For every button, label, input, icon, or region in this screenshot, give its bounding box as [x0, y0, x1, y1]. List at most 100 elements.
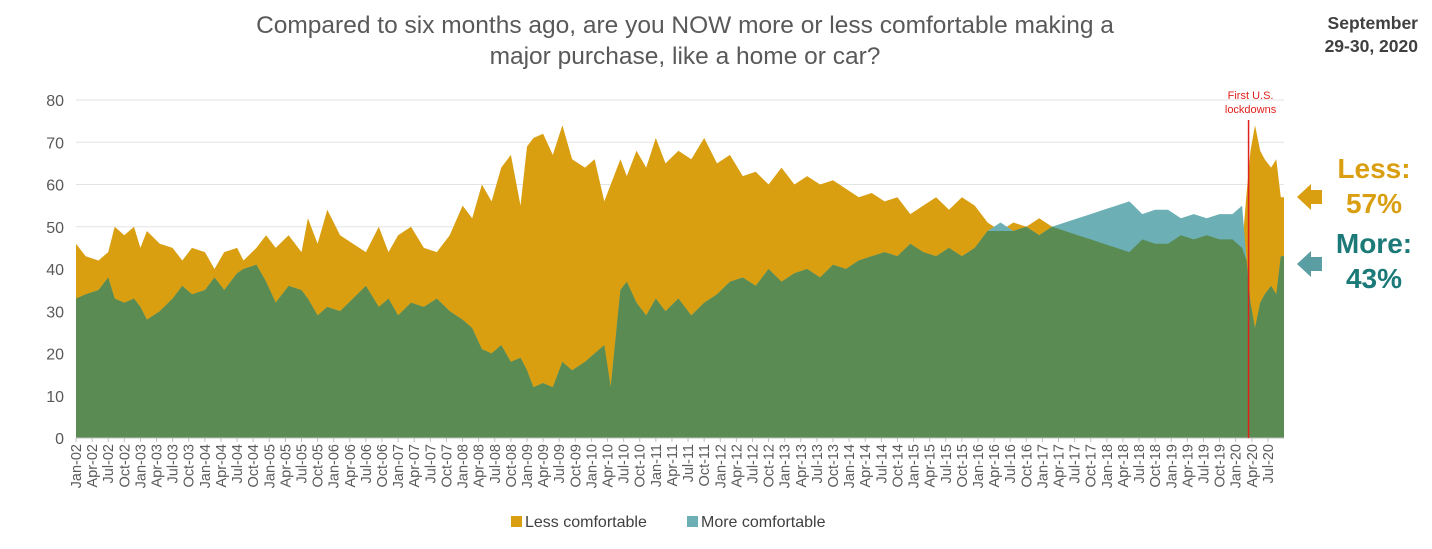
legend-label-more: More comfortable — [701, 514, 826, 531]
legend-label-less: Less comfortable — [525, 514, 647, 531]
x-tick-label: Jul-05 — [294, 444, 310, 484]
x-tick-label: Apr-06 — [343, 444, 359, 488]
x-tick-label: Oct-12 — [762, 444, 778, 488]
x-tick-label: Jul-07 — [423, 444, 439, 484]
x-tick-label: Jul-14 — [874, 444, 890, 484]
x-tick-label: Oct-02 — [117, 444, 133, 488]
y-tick-label: 40 — [46, 262, 64, 279]
x-tick-label: Apr-11 — [665, 444, 681, 486]
x-tick-label: Oct-16 — [1019, 444, 1035, 488]
x-tick-label: Jan-06 — [327, 444, 343, 488]
y-tick-label: 0 — [55, 431, 64, 448]
x-tick-label: Oct-11 — [697, 444, 713, 486]
x-tick-label: Jan-02 — [69, 444, 85, 488]
x-tick-label: Apr-15 — [923, 444, 939, 488]
x-tick-label: Apr-10 — [601, 444, 617, 488]
title-line-2: major purchase, like a home or car? — [489, 43, 881, 70]
x-tick-label: Apr-18 — [1116, 444, 1132, 488]
x-tick-label: Jan-18 — [1100, 444, 1116, 488]
more-callout: More: 43% — [1326, 226, 1422, 296]
legend-swatch-less — [511, 516, 522, 527]
x-tick-label: Jul-13 — [810, 444, 826, 484]
x-tick-label: Jan-12 — [713, 444, 729, 488]
x-tick-label: Jul-17 — [1068, 444, 1084, 484]
x-tick-label: Oct-06 — [375, 444, 391, 488]
x-tick-label: Oct-18 — [1148, 444, 1164, 488]
title-line-1: Compared to six months ago, are you NOW … — [256, 12, 1114, 39]
x-tick-label: Oct-03 — [182, 444, 198, 488]
y-tick-label: 70 — [46, 135, 64, 152]
more-arrow-icon — [1297, 251, 1322, 277]
x-tick-label: Jul-03 — [166, 444, 182, 484]
x-tick-label: Apr-19 — [1180, 444, 1196, 488]
x-tick-label: Jul-15 — [939, 444, 955, 484]
x-tick-label: Oct-09 — [568, 444, 584, 488]
x-tick-label: Apr-07 — [407, 444, 423, 488]
legend: Less comfortable More comfortable — [511, 514, 826, 531]
x-tick-label: Oct-19 — [1213, 444, 1229, 488]
x-tick-label: Jul-16 — [1003, 444, 1019, 484]
less-callout-label: Less: — [1337, 153, 1411, 184]
x-tick-label: Apr-04 — [214, 444, 230, 488]
x-tick-label: Apr-12 — [729, 444, 745, 488]
x-tick-label: Jul-10 — [617, 444, 633, 484]
area-layer — [76, 125, 1284, 439]
x-tick-label: Jan-07 — [391, 444, 407, 488]
x-tick-label: Apr-05 — [278, 444, 294, 488]
x-tick-label: Jul-12 — [745, 444, 761, 484]
y-tick-label: 80 — [46, 93, 64, 110]
x-tick-label: Jan-03 — [133, 444, 149, 488]
lockdown-label-line-2: lockdowns — [1225, 104, 1277, 116]
x-tick-label: Apr-16 — [987, 444, 1003, 488]
y-tick-label: 60 — [46, 178, 64, 195]
x-tick-label: Oct-15 — [955, 444, 971, 488]
lockdown-label-line-1: First U.S. — [1228, 90, 1274, 102]
survey-date-line-2: 29-30, 2020 — [1324, 36, 1418, 56]
x-tick-label: Jul-20 — [1261, 444, 1277, 484]
x-tick-label: Jul-04 — [230, 444, 246, 484]
x-tick-label: Jan-13 — [778, 444, 794, 488]
callout-arrows — [1297, 184, 1322, 277]
y-tick-label: 30 — [46, 304, 64, 321]
y-axis-ticks: 0 10 20 30 40 50 60 70 80 — [46, 93, 64, 448]
x-tick-label: Oct-07 — [439, 444, 455, 488]
x-tick-label: Jan-20 — [1229, 444, 1245, 488]
x-tick-label: Jul-08 — [488, 444, 504, 484]
overlap-area — [76, 226, 1284, 438]
x-tick-label: Jul-06 — [359, 444, 375, 484]
x-tick-label: Jan-19 — [1164, 444, 1180, 488]
x-tick-label: Oct-10 — [633, 444, 649, 488]
x-tick-label: Jul-02 — [101, 444, 117, 484]
x-tick-label: Apr-17 — [1052, 444, 1068, 488]
x-tick-label: Jan-14 — [842, 444, 858, 488]
lockdown-annotation: First U.S. lockdowns — [1225, 90, 1277, 438]
survey-date: September 29-30, 2020 — [1218, 12, 1418, 58]
x-tick-label: Oct-13 — [826, 444, 842, 488]
x-tick-label: Jan-10 — [584, 444, 600, 488]
x-tick-label: Jan-17 — [1035, 444, 1051, 488]
x-tick-label: Oct-05 — [311, 444, 327, 488]
survey-date-line-1: September — [1327, 13, 1418, 33]
x-tick-label: Jul-18 — [1132, 444, 1148, 484]
x-tick-label: Apr-08 — [472, 444, 488, 488]
y-tick-label: 10 — [46, 389, 64, 406]
x-tick-label: Jan-05 — [262, 444, 278, 488]
less-callout-value: 57% — [1345, 188, 1403, 219]
x-tick-label: Jan-11 — [649, 444, 665, 487]
x-tick-label: Apr-14 — [858, 444, 874, 488]
x-tick-label: Oct-17 — [1084, 444, 1100, 488]
x-tick-label: Oct-04 — [246, 444, 262, 488]
x-tick-label: Apr-09 — [536, 444, 552, 488]
x-tick-label: Jul-09 — [552, 444, 568, 484]
less-callout: Less: 57% — [1326, 151, 1422, 221]
x-tick-label: Apr-13 — [794, 444, 810, 488]
more-callout-value: 43% — [1345, 263, 1403, 294]
less-arrow-icon — [1297, 184, 1322, 210]
x-tick-label: Apr-02 — [85, 444, 101, 488]
x-tick-label: Oct-08 — [504, 444, 520, 488]
x-tick-label: Apr-20 — [1245, 444, 1261, 488]
x-tick-label: Oct-14 — [890, 444, 906, 488]
x-tick-label: Apr-03 — [150, 444, 166, 488]
x-tick-label: Jan-16 — [971, 444, 987, 488]
